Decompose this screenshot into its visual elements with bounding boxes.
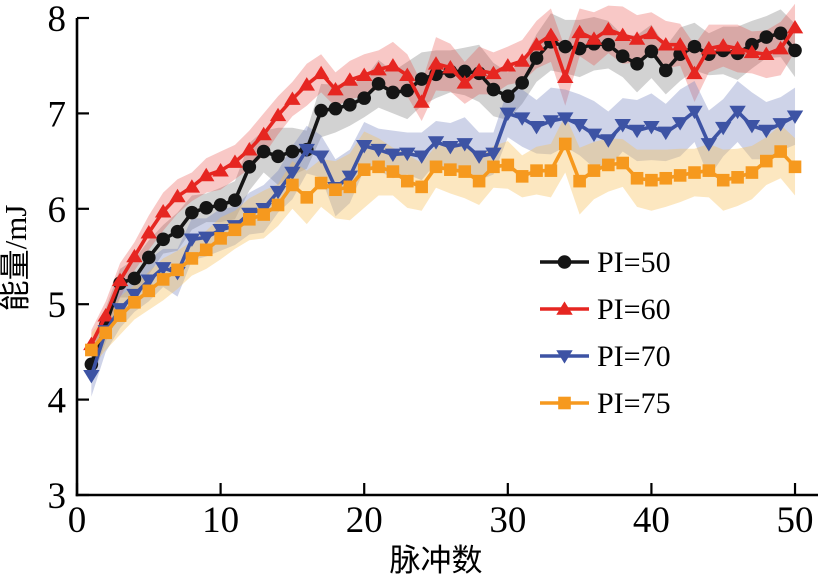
legend-marker-pi-60-icon — [556, 301, 573, 315]
y-tick-label-5: 5 — [48, 285, 67, 326]
x-tick-label-20: 20 — [346, 500, 383, 541]
x-tick-label-10: 10 — [202, 500, 239, 541]
tick-marks — [75, 16, 797, 497]
x-tick-label-30: 30 — [489, 500, 526, 541]
tick-labels: 0 10 20 30 40 50 3 4 5 6 7 8 — [48, 0, 814, 541]
y-tick-label-8: 8 — [48, 0, 67, 40]
legend-item-pi-50: PI=50 — [540, 246, 671, 279]
axes — [75, 18, 818, 497]
x-tick-label-40: 40 — [633, 500, 670, 541]
legend-marker-pi-75-icon — [558, 396, 571, 410]
legend-label-pi-70: PI=70 — [597, 340, 671, 373]
legend-label-pi-75: PI=75 — [597, 387, 671, 420]
x-tick-label-0: 0 — [68, 500, 87, 541]
series-pi-60 — [83, 19, 804, 351]
legend-label-pi-50: PI=50 — [597, 246, 671, 279]
legend-marker-pi-70-icon — [556, 350, 573, 364]
y-tick-label-7: 7 — [48, 94, 67, 135]
legend-item-pi-70: PI=70 — [540, 340, 671, 373]
markers-pi-60 — [83, 19, 804, 351]
markers-pi-75 — [85, 137, 802, 357]
series-pi-50 — [84, 26, 802, 372]
x-axis-label: 脉冲数 — [389, 543, 483, 578]
y-axis-label: 能量/mJ — [0, 204, 33, 312]
y-tick-label-4: 4 — [48, 381, 67, 422]
legend-label-pi-60: PI=60 — [597, 293, 671, 326]
series-pi-75 — [85, 137, 802, 357]
y-tick-label-3: 3 — [48, 476, 67, 517]
legend-item-pi-75: PI=75 — [540, 387, 671, 420]
error-band-pi-75 — [91, 115, 796, 368]
x-tick-label-50: 50 — [777, 500, 814, 541]
markers-pi-50 — [84, 26, 802, 372]
legend: PI=50 PI=60 PI=70 PI=75 — [540, 246, 671, 420]
legend-marker-pi-50-icon — [557, 255, 572, 269]
legend-item-pi-60: PI=60 — [540, 293, 671, 326]
y-tick-label-6: 6 — [48, 190, 67, 231]
